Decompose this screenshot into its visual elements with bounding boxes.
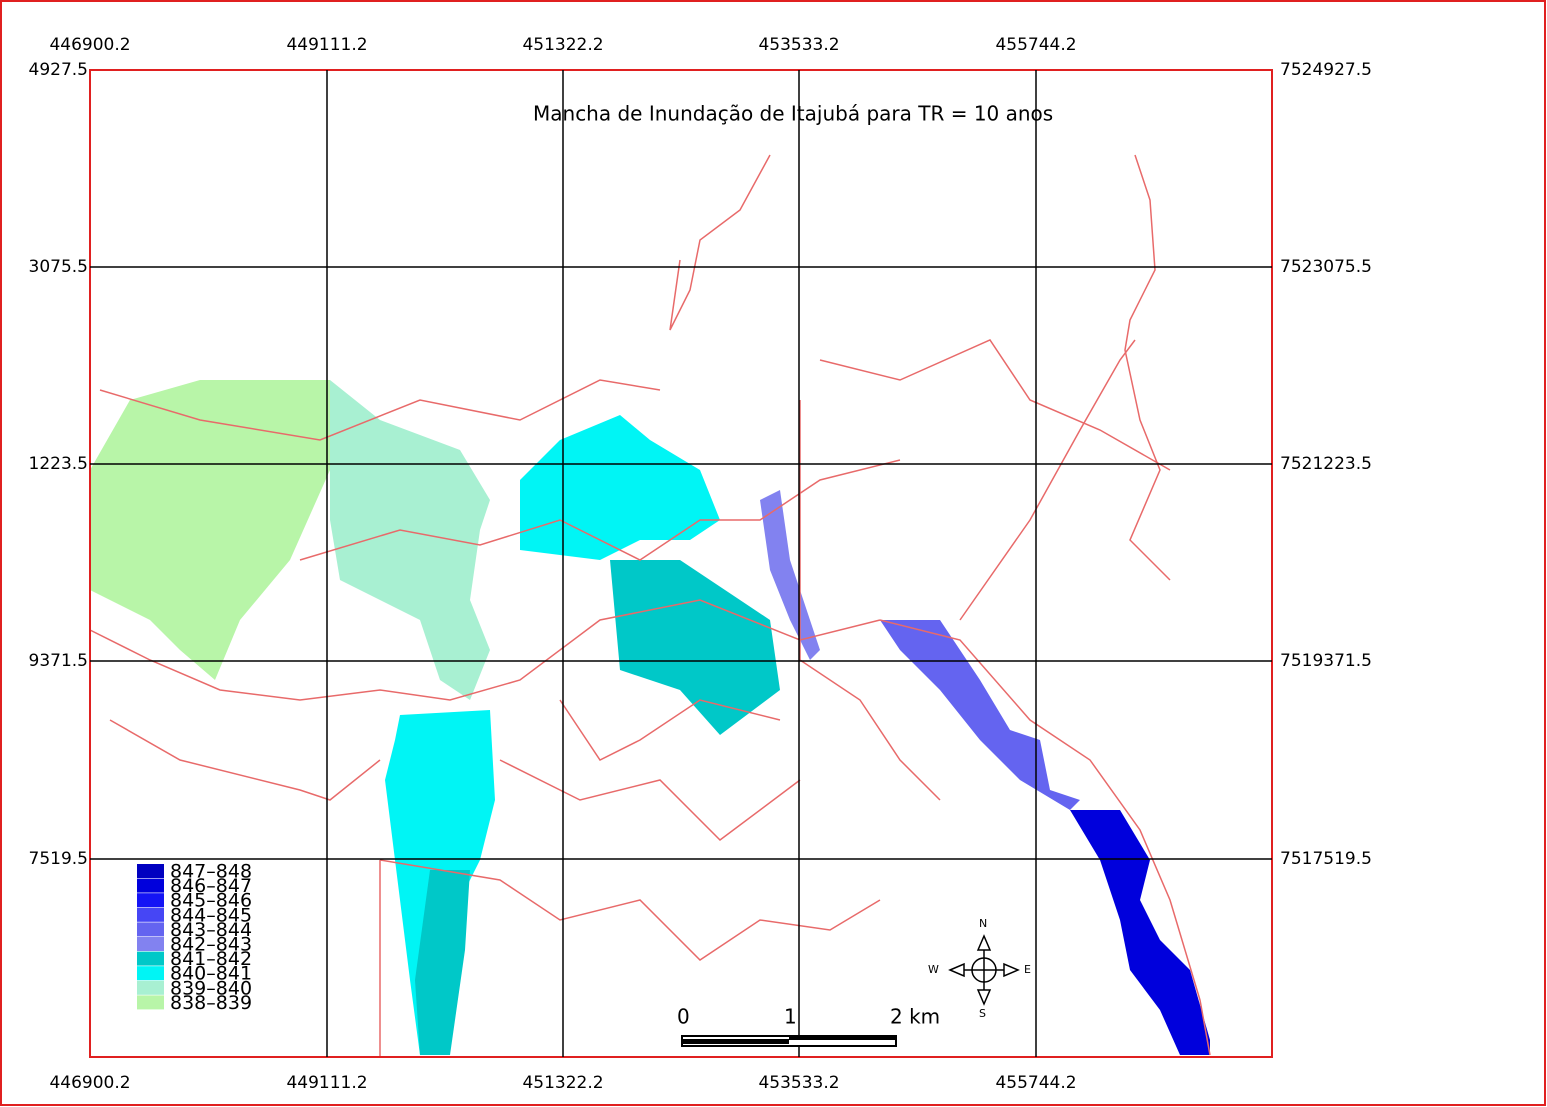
scale-bar-fill xyxy=(682,1039,789,1044)
y-coord-label: 1223.5 xyxy=(29,454,88,474)
compass-w: W xyxy=(928,963,939,976)
y-coord-label: 7517519.5 xyxy=(1280,849,1372,869)
legend-swatch xyxy=(137,952,164,966)
scale-label: 1 xyxy=(784,1005,797,1029)
y-coord-label: 3075.5 xyxy=(29,257,88,277)
y-coord-label: 7519371.5 xyxy=(1280,651,1372,671)
x-coord-label: 453533.2 xyxy=(758,35,839,55)
x-coord-label: 455744.2 xyxy=(995,1073,1076,1093)
legend-swatch xyxy=(137,864,164,878)
map-title: Mancha de Inundação de Itajubá para TR =… xyxy=(533,102,1053,126)
map-view: 446900.2 446900.2 449111.2 449111.2 451322.2… xyxy=(0,0,1547,1107)
compass-e: E xyxy=(1024,963,1031,976)
y-coord-label: 4927.5 xyxy=(29,60,88,80)
x-coord-label: 451322.2 xyxy=(522,1073,603,1093)
legend-swatch xyxy=(137,981,164,995)
legend-swatch xyxy=(137,879,164,893)
legend-swatch xyxy=(137,893,164,907)
y-coord-label: 7519.5 xyxy=(29,849,88,869)
legend: 847–848846–847845–846844–845843–844842–8… xyxy=(137,861,252,1014)
x-coord-label: 453533.2 xyxy=(758,1073,839,1093)
x-coord-label: 449111.2 xyxy=(286,35,367,55)
compass-s: S xyxy=(979,1007,986,1020)
x-coord-label: 446900.2 xyxy=(49,1073,130,1093)
y-coord-label: 9371.5 xyxy=(29,651,88,671)
legend-swatch xyxy=(137,908,164,922)
y-coord-label: 7523075.5 xyxy=(1280,257,1372,277)
x-coord-label: 455744.2 xyxy=(995,35,1076,55)
scale-bar-fill xyxy=(789,1036,896,1040)
legend-swatch xyxy=(137,922,164,936)
y-coord-label: 7524927.5 xyxy=(1280,60,1372,80)
legend-label: 838–839 xyxy=(170,992,252,1014)
scale-label: 2 km xyxy=(890,1005,940,1029)
compass-n: N xyxy=(979,917,987,930)
x-coord-label: 451322.2 xyxy=(522,35,603,55)
y-coord-label: 7521223.5 xyxy=(1280,454,1372,474)
x-coord-label: 446900.2 xyxy=(49,35,130,55)
legend-swatch xyxy=(137,995,164,1009)
legend-swatch xyxy=(137,966,164,980)
legend-swatch xyxy=(137,937,164,951)
scale-label: 0 xyxy=(677,1005,690,1029)
x-coord-label: 449111.2 xyxy=(286,1073,367,1093)
